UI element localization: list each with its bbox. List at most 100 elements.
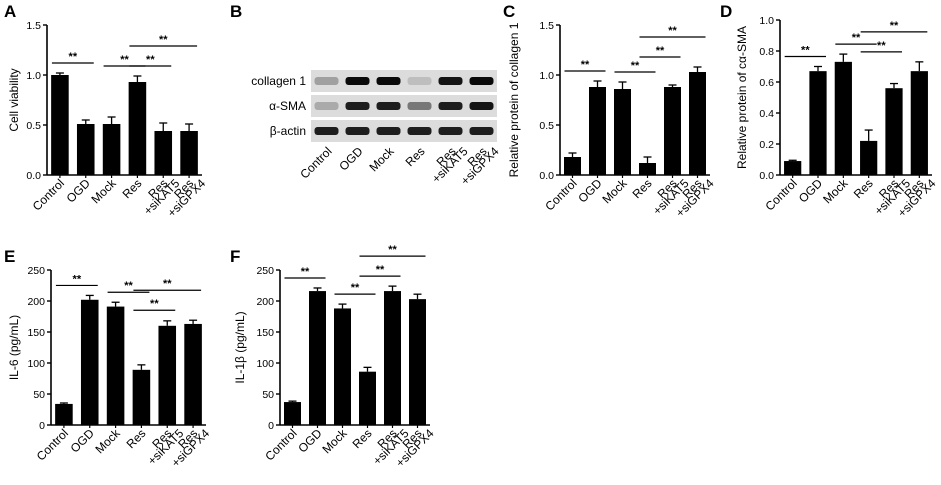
blot-strip-beta-actin bbox=[311, 120, 497, 142]
blot-band bbox=[376, 77, 401, 85]
bar bbox=[154, 131, 173, 175]
bar bbox=[614, 89, 631, 175]
bar bbox=[102, 124, 121, 175]
blot-band bbox=[314, 127, 339, 135]
blot-band bbox=[376, 127, 401, 135]
bar bbox=[860, 140, 878, 175]
blot-band bbox=[376, 102, 401, 110]
panel-letter-a: A bbox=[4, 2, 16, 21]
significance-label: ** bbox=[631, 60, 640, 72]
panel-letter-c: C bbox=[503, 2, 515, 21]
bar bbox=[309, 291, 326, 425]
bar bbox=[76, 124, 95, 175]
bar bbox=[689, 72, 706, 175]
y-tick-label: 100 bbox=[27, 358, 45, 370]
significance-label: ** bbox=[146, 54, 155, 66]
y-tick-label: 0.0 bbox=[26, 170, 41, 182]
x-tick-label: Res bbox=[120, 176, 145, 201]
bar bbox=[564, 157, 581, 175]
y-tick-label: 250 bbox=[256, 265, 274, 277]
bar bbox=[55, 403, 73, 425]
bar bbox=[910, 71, 928, 175]
x-tick-label: Mock bbox=[89, 176, 120, 207]
bar bbox=[384, 291, 401, 425]
x-tick-label: Res bbox=[851, 176, 876, 201]
bar bbox=[664, 87, 681, 175]
significance-label: ** bbox=[656, 45, 665, 57]
significance-label: ** bbox=[73, 273, 82, 285]
y-tick-label: 50 bbox=[262, 389, 274, 401]
significance-label: ** bbox=[852, 32, 861, 44]
significance-label: ** bbox=[301, 266, 310, 278]
significance-label: ** bbox=[163, 278, 172, 290]
x-tick-label: Res bbox=[350, 426, 375, 451]
blot-band bbox=[438, 102, 463, 110]
significance-label: ** bbox=[124, 280, 133, 292]
blot-band bbox=[314, 77, 339, 85]
y-tick-label: 200 bbox=[256, 296, 274, 308]
x-tick-label: Mock bbox=[599, 176, 630, 207]
panel-letter-f: F bbox=[230, 247, 240, 266]
bar bbox=[132, 369, 151, 425]
significance-label: ** bbox=[150, 298, 159, 310]
bar bbox=[158, 325, 177, 425]
significance-label: ** bbox=[890, 20, 899, 32]
y-tick-label: 1.0 bbox=[26, 70, 41, 82]
y-tick-label: 0.6 bbox=[759, 77, 774, 89]
y-tick-label: 150 bbox=[27, 327, 45, 339]
blot-band bbox=[469, 127, 494, 135]
x-tick-label: Res bbox=[630, 176, 655, 201]
y-axis-label: IL-6 (pg/mL) bbox=[7, 315, 21, 380]
x-tick-label: Mock bbox=[93, 426, 124, 457]
y-tick-label: 250 bbox=[27, 265, 45, 277]
y-tick-label: 0 bbox=[39, 420, 45, 432]
y-axis-label: IL-1β (pg/mL) bbox=[233, 311, 247, 383]
y-tick-label: 100 bbox=[256, 358, 274, 370]
significance-label: ** bbox=[388, 244, 397, 256]
blot-band bbox=[469, 102, 494, 110]
blot-lane-label: Control bbox=[297, 144, 334, 181]
blot-lane-label: OGD bbox=[336, 144, 365, 173]
x-tick-label: OGD bbox=[68, 426, 97, 455]
significance-label: ** bbox=[668, 25, 677, 37]
blot-band bbox=[345, 127, 370, 135]
y-tick-label: 0.0 bbox=[759, 170, 774, 182]
significance-label: ** bbox=[581, 59, 590, 71]
y-tick-label: 1.5 bbox=[26, 20, 41, 32]
y-tick-label: 0.4 bbox=[759, 108, 774, 120]
bar bbox=[51, 75, 69, 175]
x-tick-label: OGD bbox=[796, 176, 825, 205]
significance-label: ** bbox=[376, 264, 385, 276]
blot-label-alpha-sma: α-SMA bbox=[269, 99, 306, 113]
y-tick-label: 1.0 bbox=[759, 15, 774, 27]
y-tick-label: 0.5 bbox=[26, 120, 41, 132]
x-tick-label: OGD bbox=[64, 176, 93, 205]
bar bbox=[409, 299, 426, 425]
blot-band bbox=[407, 127, 432, 135]
significance-label: ** bbox=[120, 54, 129, 66]
x-tick-label: OGD bbox=[295, 426, 324, 455]
panel-letter-e: E bbox=[4, 247, 15, 266]
y-axis-label: Relative protein of collagen 1 bbox=[507, 22, 521, 177]
blot-strip-collagen-1 bbox=[311, 70, 497, 92]
y-tick-label: 200 bbox=[27, 296, 45, 308]
x-tick-label: OGD bbox=[575, 176, 604, 205]
blot-lane-label: Mock bbox=[366, 144, 397, 175]
bar bbox=[334, 308, 351, 425]
y-tick-label: 1.0 bbox=[539, 70, 554, 82]
bar bbox=[834, 61, 852, 175]
y-tick-label: 0.8 bbox=[759, 46, 774, 58]
bar bbox=[128, 82, 147, 175]
blot-lane-label: Res bbox=[403, 144, 428, 169]
y-tick-label: 0 bbox=[268, 420, 274, 432]
y-tick-label: 0.5 bbox=[539, 120, 554, 132]
y-tick-label: 0.2 bbox=[759, 139, 774, 151]
bar bbox=[80, 299, 99, 425]
western-blot: collagen 1 α-SMA β-actin Control OGD Mock R… bbox=[251, 70, 502, 188]
y-axis-label: Relative protein of cα-SMA bbox=[735, 26, 749, 169]
blot-band bbox=[469, 77, 494, 85]
blot-band bbox=[407, 77, 432, 85]
chart-panel-d: 0.0 0.2 0.4 0.6 0.8 1.0 Relative protein of cα… bbox=[735, 15, 939, 220]
bar bbox=[106, 306, 125, 425]
